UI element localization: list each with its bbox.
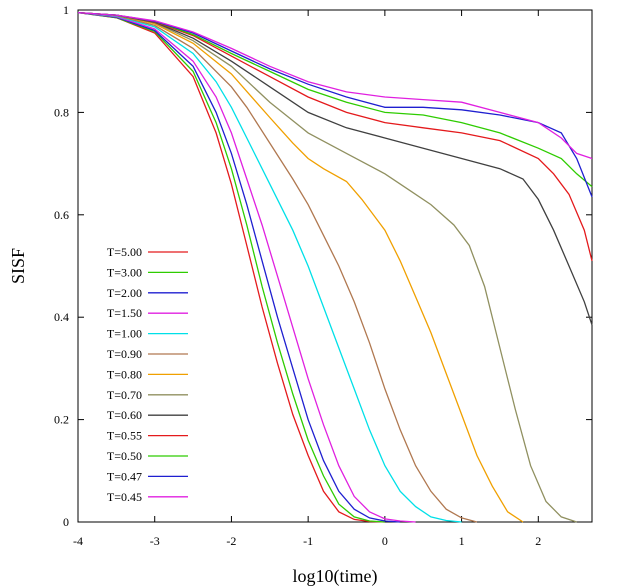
legend-label: T=0.60 bbox=[107, 408, 142, 422]
y-axis-title: SISF bbox=[8, 248, 28, 284]
legend-label: T=3.00 bbox=[107, 265, 142, 279]
series-line bbox=[77, 11, 593, 326]
series-line bbox=[77, 11, 593, 188]
legend-label: T=0.80 bbox=[107, 367, 142, 381]
y-tick-label: 0.8 bbox=[54, 105, 69, 119]
legend-label: T=0.50 bbox=[107, 449, 142, 463]
legend-label: T=1.50 bbox=[107, 306, 142, 320]
series-line bbox=[77, 11, 593, 262]
legend-label: T=0.47 bbox=[107, 469, 142, 483]
legend-label: T=0.45 bbox=[107, 490, 142, 504]
series-line bbox=[77, 11, 401, 523]
series-line bbox=[77, 11, 524, 523]
x-tick-label: 0 bbox=[382, 534, 388, 548]
series-line bbox=[77, 11, 416, 523]
y-tick-label: 0 bbox=[63, 515, 69, 529]
legend-label: T=1.00 bbox=[107, 327, 142, 341]
series-line bbox=[77, 11, 577, 523]
x-tick-label: -2 bbox=[226, 534, 236, 548]
series-line bbox=[77, 11, 385, 523]
y-tick-label: 0.4 bbox=[54, 310, 69, 324]
x-axis-title: log10(time) bbox=[293, 566, 378, 587]
legend-label: T=0.70 bbox=[107, 388, 142, 402]
plot-frame bbox=[77, 9, 593, 523]
legend-label: T=2.00 bbox=[107, 286, 142, 300]
legend: T=5.00 T=3.00 T=2.00 T=1.50 T=1.00 T=0.90 T=0.… bbox=[107, 245, 188, 504]
legend-label: T=0.55 bbox=[107, 429, 142, 443]
series-line bbox=[77, 11, 593, 198]
series-line bbox=[77, 11, 478, 523]
y-tick-label: 1 bbox=[63, 3, 69, 17]
series-line bbox=[77, 11, 593, 160]
x-tick-label: 2 bbox=[535, 534, 541, 548]
y-tick-label: 0.2 bbox=[54, 413, 69, 427]
ticks: -4 -3 -2 -1 0 1 2 0 0.2 0.4 0.6 0.8 1 bbox=[54, 3, 592, 548]
x-tick-label: -3 bbox=[150, 534, 160, 548]
x-tick-label: 1 bbox=[459, 534, 465, 548]
legend-label: T=5.00 bbox=[107, 245, 142, 259]
x-tick-label: -1 bbox=[303, 534, 313, 548]
x-tick-label: -4 bbox=[73, 534, 83, 548]
y-tick-label: 0.6 bbox=[54, 208, 69, 222]
series-lines bbox=[77, 11, 593, 523]
legend-label: T=0.90 bbox=[107, 347, 142, 361]
series-line bbox=[77, 11, 385, 523]
series-line bbox=[77, 11, 462, 523]
